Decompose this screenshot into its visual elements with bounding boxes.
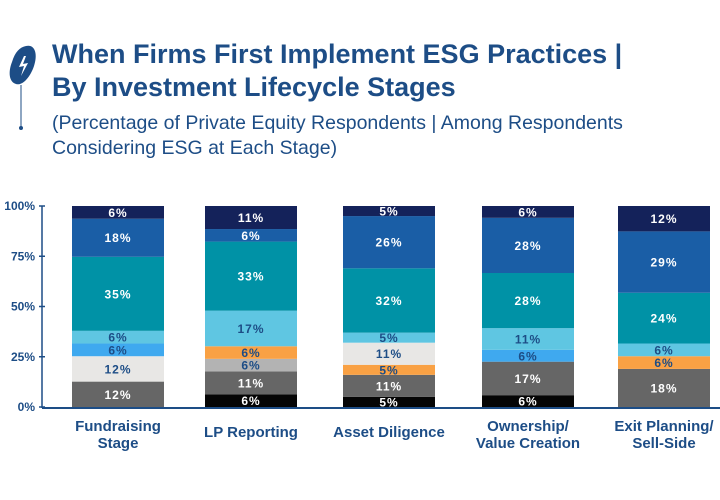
bar-segment [205, 206, 297, 230]
data-label: 12% [104, 388, 131, 402]
bar-segment [343, 396, 435, 407]
bar-segment [205, 241, 297, 311]
bar-segment [343, 342, 435, 365]
data-label: 11% [376, 347, 402, 361]
data-label: 6% [241, 346, 260, 360]
chart-subtitle: (Percentage of Private Equity Respondent… [52, 112, 623, 159]
data-label: 29% [650, 256, 677, 270]
x-tick-label: LP Reporting [204, 424, 298, 441]
data-label: 11% [515, 333, 541, 347]
bar-segment [618, 343, 710, 357]
data-label: 18% [104, 231, 131, 245]
x-tick-label: Exit Planning/Sell-Side [614, 418, 714, 452]
bar-segment [72, 381, 164, 407]
data-label: 6% [108, 343, 127, 357]
bar-segment [482, 328, 574, 350]
y-tick-label: 75% [11, 249, 35, 263]
bar-segment [205, 371, 297, 395]
bar-segment [72, 343, 164, 357]
x-tick-label: Fundraising Stage [75, 418, 161, 452]
bar-segment [618, 231, 710, 293]
data-label: 24% [650, 312, 677, 326]
data-label: 6% [518, 349, 537, 363]
bar-segment [72, 218, 164, 257]
data-label: 6% [518, 205, 537, 219]
data-label: 11% [238, 211, 264, 225]
data-label: 28% [514, 294, 541, 308]
data-label: 6% [241, 229, 260, 243]
data-label: 18% [650, 381, 677, 395]
y-tick-label: 100% [4, 199, 35, 213]
bar-segment [618, 368, 710, 407]
bar-segment [72, 330, 164, 344]
bar-segment [618, 206, 710, 232]
data-label: 12% [104, 362, 131, 376]
data-label: 11% [376, 379, 402, 393]
bar-segment [343, 206, 435, 217]
bar-segment [205, 310, 297, 347]
bar-segment [205, 229, 297, 242]
data-label: 6% [108, 206, 127, 220]
x-tick-label: Asset Diligence [333, 424, 445, 441]
bar-segment [482, 395, 574, 407]
y-tick-label: 0% [18, 400, 36, 414]
bar-segment [482, 217, 574, 273]
data-label: 5% [379, 205, 398, 219]
bar-segment [343, 364, 435, 375]
data-label: 12% [650, 212, 677, 226]
data-label: 17% [237, 322, 264, 336]
data-label: 35% [104, 287, 131, 301]
bar-segment [482, 349, 574, 362]
bar-segment [72, 206, 164, 219]
y-tick-label: 50% [11, 300, 35, 314]
balloon-lightning-logo [9, 45, 36, 130]
bar-segment [343, 216, 435, 269]
data-label: 26% [375, 236, 402, 250]
data-label: 6% [654, 356, 673, 370]
data-label: 17% [514, 372, 541, 386]
data-label: 5% [379, 363, 398, 377]
bar-segment [482, 361, 574, 396]
bar-segment [72, 256, 164, 331]
y-tick-label: 25% [11, 350, 35, 364]
bar-segment [618, 292, 710, 344]
bar-segment [482, 206, 574, 218]
bar-segment [343, 268, 435, 333]
chart-title: When Firms First Implement ESG Practices… [52, 39, 623, 102]
data-label: 11% [238, 376, 264, 390]
data-label: 32% [375, 294, 402, 308]
data-label: 6% [518, 395, 537, 409]
data-label: 28% [514, 239, 541, 253]
data-label: 6% [654, 343, 673, 357]
bar-segment [205, 346, 297, 359]
data-label: 5% [379, 395, 398, 409]
data-label: 6% [241, 394, 260, 408]
bar-segment [205, 394, 297, 407]
data-label: 6% [108, 331, 127, 345]
bar-segment [343, 332, 435, 343]
bar-segment [205, 358, 297, 372]
bar-segment [618, 356, 710, 369]
data-label: 5% [379, 331, 398, 345]
bar-segment [343, 374, 435, 397]
x-tick-label: Ownership/Value Creation [476, 418, 580, 452]
bar-segment [72, 356, 164, 382]
data-label: 6% [241, 359, 260, 373]
bar-segment [482, 273, 574, 329]
data-label: 33% [237, 270, 264, 284]
